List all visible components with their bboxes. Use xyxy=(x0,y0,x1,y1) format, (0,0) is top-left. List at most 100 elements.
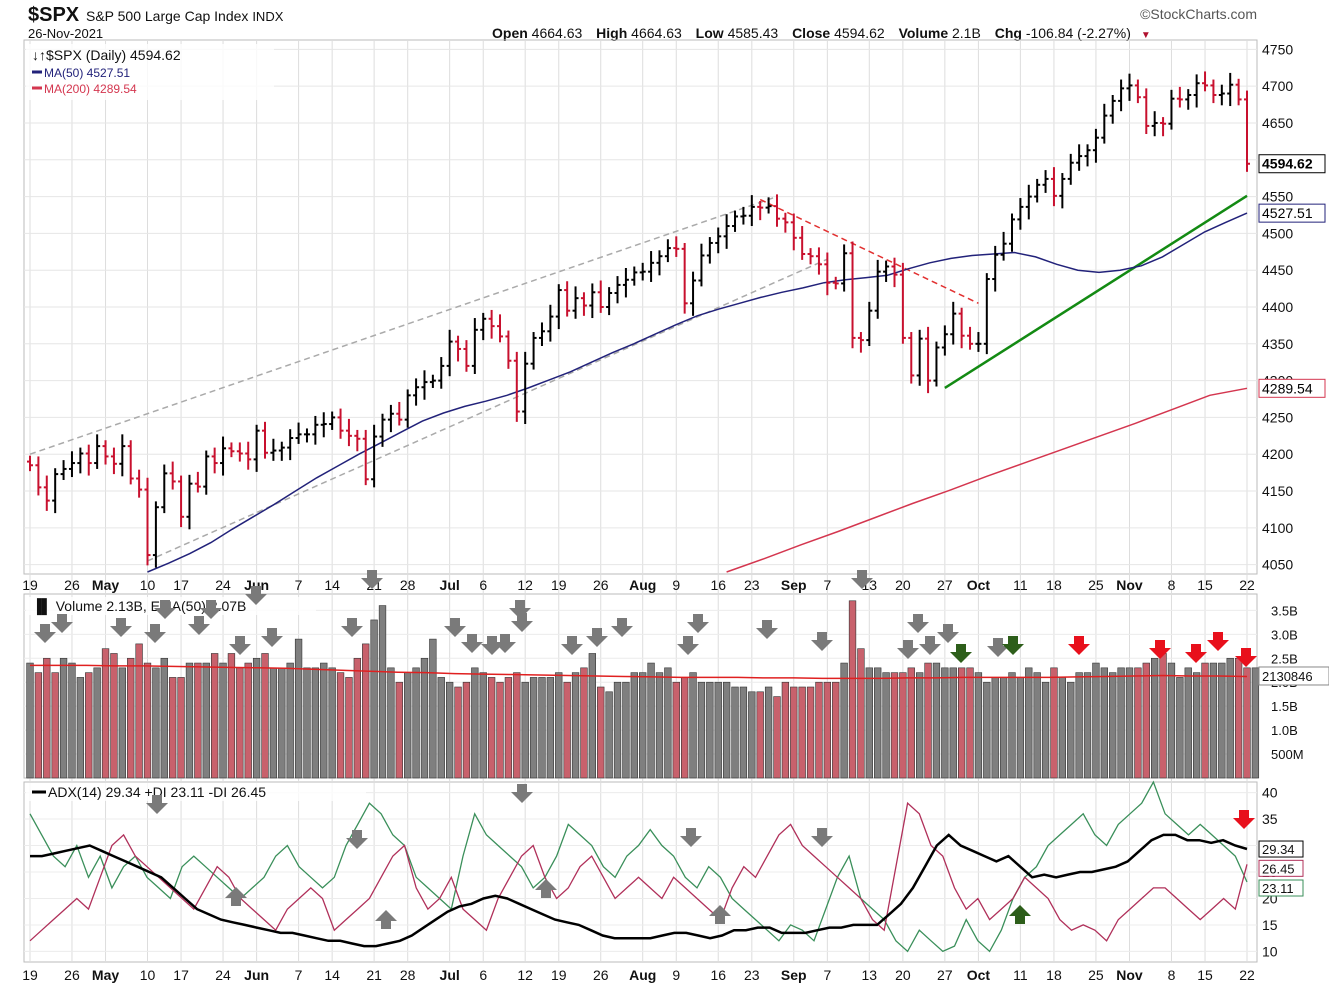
price-bar xyxy=(874,259,881,319)
price-bar xyxy=(992,245,999,292)
volume-bar xyxy=(160,657,168,779)
close-label: Close xyxy=(792,25,831,41)
volume-bar xyxy=(1125,667,1134,779)
price-tick-label: 4700 xyxy=(1262,78,1293,94)
volume-bar xyxy=(261,653,269,779)
price-bar xyxy=(908,332,915,384)
price-tick-label: 4750 xyxy=(1262,41,1293,57)
volume-bar xyxy=(93,667,101,779)
volume-bar xyxy=(177,677,185,779)
price-bar xyxy=(387,404,394,433)
price-bar xyxy=(891,257,898,288)
volume-bar xyxy=(832,681,840,779)
volume-bar xyxy=(571,672,580,779)
volume-bar xyxy=(639,672,647,779)
volume-bar xyxy=(697,681,706,779)
adx-last-label-mdi: 26.45 xyxy=(1262,861,1295,876)
volume-down-arrow-icon xyxy=(897,640,919,659)
x-tick-label: Sep xyxy=(781,577,807,593)
volume-bar xyxy=(1151,657,1159,779)
volume-bar xyxy=(613,681,622,779)
index-name-text: S&P 500 Large Cap Index xyxy=(86,8,249,24)
x-tick-label: 23 xyxy=(744,967,760,983)
x-tick-label: 6 xyxy=(479,967,487,983)
volume-bar xyxy=(546,677,555,779)
high-value: 4664.63 xyxy=(631,25,682,41)
volume-bar xyxy=(135,643,143,779)
price-bar xyxy=(77,447,84,474)
volume-bar xyxy=(748,691,756,779)
x-tick-label: 15 xyxy=(1197,967,1213,983)
volume-bar xyxy=(672,681,680,779)
price-bar xyxy=(824,252,831,296)
volume-bar xyxy=(362,643,370,779)
price-bar xyxy=(547,304,554,342)
price-bar xyxy=(698,243,705,287)
price-bar xyxy=(1168,89,1175,130)
volume-down-arrow-icon xyxy=(444,618,466,637)
price-bar xyxy=(673,236,680,257)
price-bar xyxy=(1210,79,1217,104)
volume-bar xyxy=(1008,672,1016,779)
price-tick-label: 4350 xyxy=(1262,336,1293,352)
price-bar xyxy=(337,408,344,439)
volume-bar xyxy=(118,667,126,779)
brand-watermark[interactable]: ©StockCharts.com xyxy=(1140,6,1257,22)
price-bar xyxy=(648,251,655,282)
volume-bar xyxy=(127,657,135,779)
x-tick-label: 26 xyxy=(64,967,80,983)
price-tick-label: 4450 xyxy=(1262,262,1293,278)
volume-bar xyxy=(756,691,764,779)
adx-down-arrow-icon xyxy=(680,828,702,847)
volume-bar xyxy=(949,667,957,779)
volume-bar xyxy=(957,667,966,779)
price-bar xyxy=(295,422,302,444)
price-bar xyxy=(94,434,101,469)
volume-bar xyxy=(185,662,194,779)
volume-down-arrow-icon xyxy=(34,624,56,643)
adx-down-arrow-icon xyxy=(811,828,833,847)
x-tick-label: 7 xyxy=(295,577,303,593)
price-bar xyxy=(1227,72,1234,107)
volume-down-arrow-icon xyxy=(509,600,531,619)
volume-bar xyxy=(68,662,76,779)
x-tick-label: 28 xyxy=(400,967,416,983)
adx-up-arrow-icon xyxy=(709,905,731,924)
price-bar xyxy=(656,250,663,276)
x-tick-label: 19 xyxy=(22,967,38,983)
price-bar xyxy=(1244,90,1250,172)
adx-last-box-mdi xyxy=(1258,859,1304,877)
price-bar xyxy=(757,201,764,221)
volume-bar xyxy=(1092,662,1100,779)
volume-bar xyxy=(1083,672,1092,779)
volume-tick-label: 2.5B xyxy=(1271,651,1298,666)
volume-down-arrow-icon xyxy=(261,628,283,647)
volume-bar xyxy=(1134,667,1142,779)
low-value: 4585.43 xyxy=(727,25,779,41)
price-bar xyxy=(228,442,235,458)
volume-down-arrow-icon xyxy=(586,628,608,647)
price-bar xyxy=(1034,178,1041,203)
volume-bar xyxy=(1025,667,1033,779)
ma200-line xyxy=(726,387,1248,573)
price-bar xyxy=(967,326,974,350)
x-tick-label: 26 xyxy=(64,577,80,593)
price-bar xyxy=(530,332,537,370)
volume-bar xyxy=(924,662,932,779)
price-bar xyxy=(790,213,797,251)
volume-bar xyxy=(504,677,513,779)
volume-bar xyxy=(236,667,244,779)
volume-bar xyxy=(76,677,85,779)
volume-bar xyxy=(479,672,487,779)
volume-down-arrow-icon xyxy=(811,632,833,651)
volume-bar xyxy=(1159,653,1167,779)
volume-bar xyxy=(999,677,1008,779)
price-tick-label: 4100 xyxy=(1262,520,1293,536)
x-tick-label: May xyxy=(92,967,119,983)
last-close-label: 4594.62 xyxy=(1262,156,1313,172)
price-bar xyxy=(815,247,822,275)
price-bar xyxy=(68,451,75,478)
volume-bar xyxy=(59,657,68,779)
price-legend-text: ↓↑$SPX (Daily) 4594.62 xyxy=(32,47,181,63)
